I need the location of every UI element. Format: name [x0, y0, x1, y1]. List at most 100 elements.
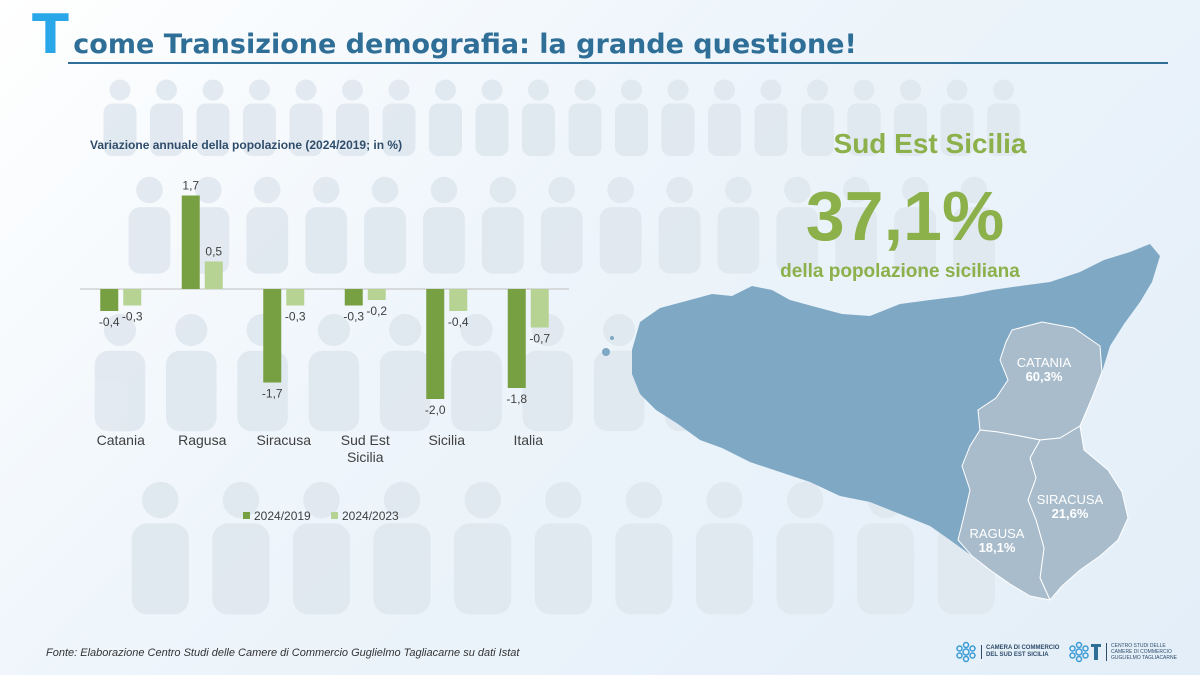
person-silhouette-body: [429, 103, 462, 156]
logo-camera-commercio: CAMERA DI COMMERCIO DEL SUD EST SICILIA: [955, 641, 1059, 663]
bar-2024/2019: [100, 289, 119, 311]
logo-tagliacarne: CENTRO STUDI DELLE CAMERE DI COMMERCIO G…: [1068, 641, 1177, 663]
person-silhouette-head: [195, 176, 222, 204]
person-silhouette-head: [464, 481, 501, 519]
person-silhouette-body: [305, 207, 348, 274]
data-label: -0,3: [343, 310, 364, 324]
tagliacarne-logo-icon: [1069, 641, 1089, 663]
bar-2024/2019: [181, 195, 200, 289]
person-silhouette-body: [166, 350, 217, 432]
person-silhouette-body: [940, 103, 974, 156]
province-label-catania: CATANIA 60,3%: [1010, 356, 1078, 384]
data-label: -0,4: [448, 315, 469, 329]
person-silhouette-head: [388, 79, 410, 101]
person-silhouette-head: [103, 313, 137, 347]
person-silhouette-head: [760, 79, 782, 101]
person-silhouette-head: [960, 176, 988, 204]
person-silhouette-body: [894, 207, 937, 274]
person-silhouette-head: [725, 176, 752, 204]
person-silhouette-body: [615, 103, 648, 156]
bar-2024/2023: [530, 289, 549, 328]
person-silhouette-body: [103, 103, 137, 156]
person-silhouette-body: [801, 103, 834, 156]
person-silhouette-body: [212, 523, 270, 615]
person-silhouette-head: [667, 79, 689, 101]
province-name: SIRACUSA: [1036, 492, 1104, 507]
bar-2024/2019: [344, 289, 363, 306]
person-silhouette-head: [460, 313, 493, 347]
person-silhouette-head: [312, 176, 340, 204]
logo-line: CAMERE DI COMMERCIO: [1111, 649, 1172, 655]
data-label: -0,4: [99, 315, 120, 329]
logo-line: CENTRO STUDI DELLE: [1111, 643, 1166, 649]
person-silhouette-head: [202, 79, 224, 101]
person-silhouette-body: [196, 103, 230, 156]
highlight-heading: Sud Est Sicilia: [833, 128, 1027, 159]
person-silhouette-body: [534, 523, 592, 615]
person-silhouette-head: [253, 176, 281, 204]
person-silhouette-head: [528, 79, 549, 101]
island-detail: [602, 348, 610, 356]
tagliacarne-mark-icon: [1091, 644, 1101, 660]
category-label: Italia: [513, 432, 543, 448]
person-silhouette-head: [136, 176, 163, 204]
bar-2024/2023: [286, 289, 305, 306]
category-label: Ragusa: [178, 432, 226, 448]
logo-text: CAMERA DI COMMERCIO DEL SUD EST SICILIA: [981, 645, 1059, 659]
person-silhouette-head: [784, 176, 811, 204]
person-silhouette-head: [545, 481, 582, 519]
person-silhouette-body: [246, 207, 289, 274]
person-silhouette-body: [847, 103, 881, 156]
bar-2024/2023: [449, 289, 468, 311]
category-label: Sicilia: [428, 432, 465, 448]
person-silhouette-head: [853, 79, 875, 101]
person-silhouette-body: [451, 350, 502, 432]
person-silhouette-head: [435, 79, 456, 101]
person-silhouette-head: [481, 79, 503, 101]
person-silhouette-head: [807, 79, 828, 101]
data-label: 1,7: [182, 179, 199, 193]
data-label: -1,7: [262, 387, 283, 401]
province-name: RAGUSA: [969, 526, 1025, 541]
data-label: -2,0: [425, 403, 446, 417]
person-silhouette-head: [706, 481, 743, 519]
person-silhouette-body: [336, 103, 369, 156]
province-pct: 60,3%: [1025, 369, 1063, 384]
person-silhouette-body: [373, 523, 431, 615]
province-label-siracusa: SIRACUSA 21,6%: [1030, 493, 1110, 521]
person-silhouette-head: [714, 79, 735, 101]
person-silhouette-head: [625, 481, 663, 519]
category-label: Sicilia: [347, 449, 384, 465]
person-silhouette-body: [894, 103, 927, 156]
person-silhouette-body: [717, 207, 760, 274]
person-silhouette-body: [454, 523, 512, 615]
camera-commercio-logo-icon: [956, 641, 976, 663]
person-silhouette-head: [142, 481, 179, 519]
person-silhouette-body: [568, 103, 602, 156]
person-silhouette-head: [175, 313, 208, 347]
person-silhouette-body: [131, 523, 189, 615]
person-silhouette-head: [901, 176, 929, 204]
logo-line: CAMERA DI COMMERCIO: [986, 645, 1060, 651]
person-silhouette-body: [661, 103, 695, 156]
category-label: Catania: [97, 432, 145, 448]
person-silhouette-head: [548, 176, 576, 204]
province-label-ragusa: RAGUSA 18,1%: [962, 527, 1032, 555]
data-label: -0,2: [366, 304, 387, 318]
highlight-caption: della popolazione siciliana: [780, 261, 1020, 282]
person-silhouette-head: [607, 176, 634, 204]
person-silhouette-head: [156, 79, 177, 101]
person-silhouette-head: [249, 79, 270, 101]
person-silhouette-head: [371, 176, 399, 204]
person-silhouette-head: [666, 176, 693, 204]
person-silhouette-body: [599, 207, 642, 274]
person-silhouette-body: [857, 523, 915, 615]
province-ragusa: [957, 429, 1051, 601]
person-silhouette-body: [593, 350, 645, 432]
person-silhouette-body: [94, 350, 146, 432]
bar-2024/2019: [507, 289, 526, 388]
bar-2024/2019: [263, 289, 282, 383]
person-silhouette-head: [946, 79, 968, 101]
bar-2024/2019: [426, 289, 445, 399]
